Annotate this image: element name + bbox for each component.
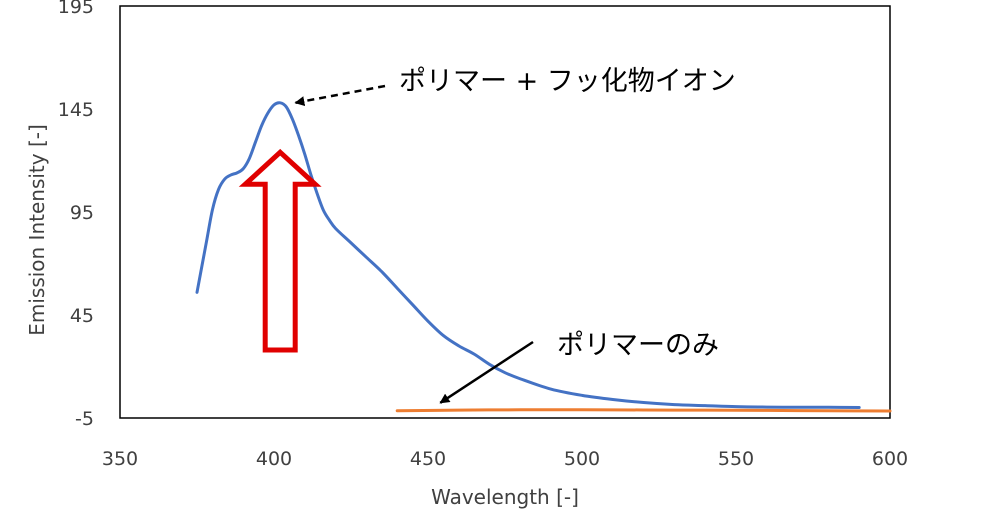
annotation-polymer-only: ポリマーのみ (557, 330, 719, 361)
series-polymer-only-line (395, 408, 892, 413)
series-polymer-fluoride-line (195, 101, 861, 409)
y-tick-label: 45 (70, 305, 94, 327)
y-tick-label: 95 (70, 202, 94, 224)
annotation-arrow-fluoride (294, 84, 386, 107)
y-tick-label: -5 (75, 408, 94, 430)
plot-area (119, 5, 891, 419)
x-tick-label: 450 (410, 448, 446, 470)
y-tick-label: 145 (58, 99, 94, 121)
series-group (195, 101, 892, 413)
x-tick-label: 500 (564, 448, 600, 470)
annotation-arrow-polymer (439, 340, 534, 404)
x-tick-label: 400 (256, 448, 292, 470)
x-tick-label: 600 (872, 448, 908, 470)
y-axis-title: Emission Intensity [-] (25, 124, 49, 336)
y-tick-label: 195 (58, 0, 94, 18)
annotation-polymer-fluoride: ポリマー + フッ化物イオン (399, 66, 736, 97)
red-up-arrow (238, 148, 322, 353)
x-axis-title: Wavelength [-] (431, 485, 579, 509)
x-tick-label: 350 (102, 448, 138, 470)
y-tick-labels: -5 45 95 145 195 (58, 0, 94, 430)
x-tick-label: 550 (718, 448, 754, 470)
x-tick-labels: 350 400 450 500 550 600 (102, 448, 908, 470)
